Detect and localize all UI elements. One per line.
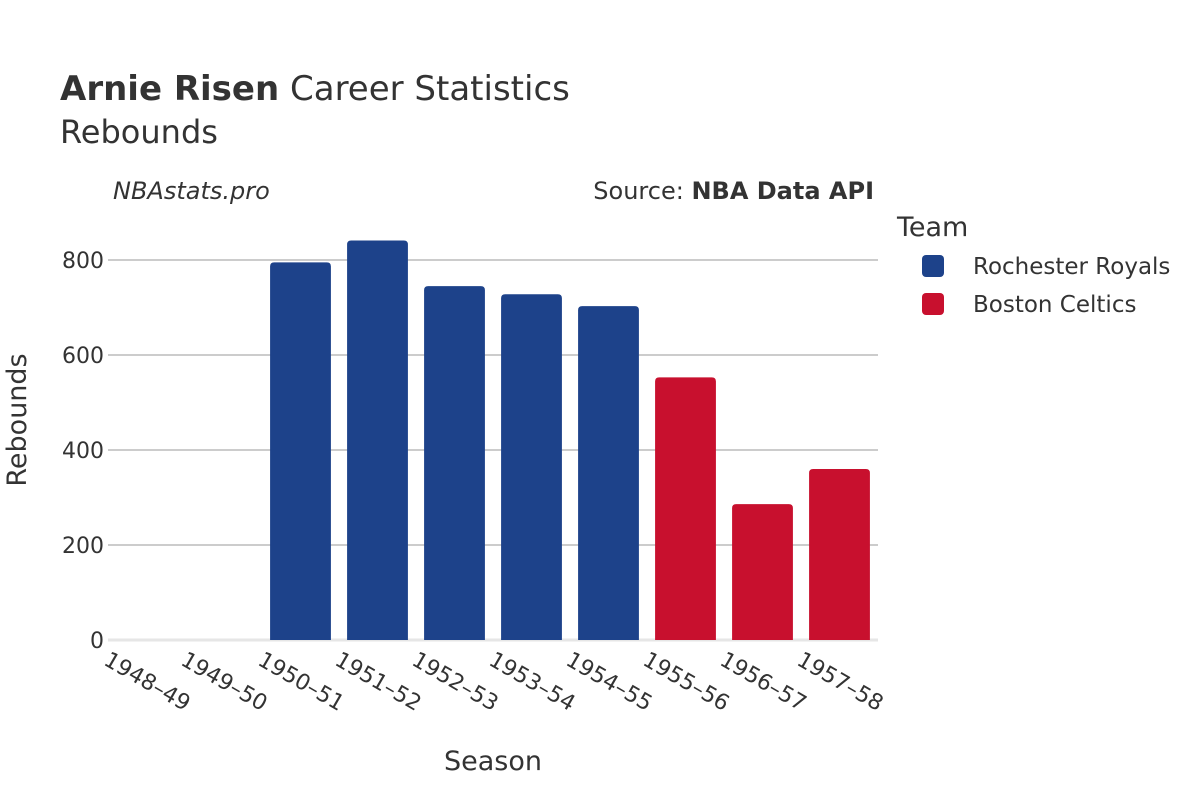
bar[interactable] <box>347 240 408 640</box>
bar[interactable] <box>809 469 870 640</box>
x-tick-label: 1949–50 <box>177 648 272 717</box>
legend: Team Rochester Royals Boston Celtics <box>896 212 1170 318</box>
x-tick-label: 1954–55 <box>562 648 657 717</box>
title-rest: Career Statistics <box>279 69 570 109</box>
bar[interactable] <box>424 286 485 640</box>
y-axis-label: Rebounds <box>2 353 33 486</box>
y-tick-label: 200 <box>62 534 104 559</box>
chart-title: Arnie Risen Career Statistics <box>60 69 570 109</box>
x-axis-label: Season <box>444 746 542 777</box>
bar[interactable] <box>655 377 716 640</box>
x-tick-label: 1948–49 <box>100 648 195 717</box>
y-tick-label: 600 <box>62 344 104 369</box>
legend-label[interactable]: Rochester Royals <box>973 254 1170 280</box>
x-tick-label: 1950–51 <box>254 648 349 717</box>
y-tick-label: 400 <box>62 439 104 464</box>
y-axis-ticks: 0 200 400 600 800 <box>62 249 104 654</box>
x-tick-label: 1952–53 <box>408 648 503 717</box>
legend-items: Rochester Royals Boston Celtics <box>922 254 1170 318</box>
x-tick-label: 1955–56 <box>639 648 734 717</box>
x-tick-label: 1956–57 <box>716 648 811 717</box>
legend-label[interactable]: Boston Celtics <box>973 292 1136 318</box>
source-name: NBA Data API <box>691 177 874 205</box>
legend-swatch <box>922 293 944 315</box>
bars <box>270 240 870 640</box>
bar[interactable] <box>501 294 562 640</box>
bar[interactable] <box>578 306 639 640</box>
y-tick-label: 0 <box>90 629 104 654</box>
legend-swatch <box>922 255 944 277</box>
x-tick-label: 1951–52 <box>331 648 426 717</box>
bar[interactable] <box>732 504 793 640</box>
y-tick-label: 800 <box>62 249 104 274</box>
title-player-name: Arnie Risen <box>60 69 279 109</box>
legend-title: Team <box>896 212 968 243</box>
x-axis-ticks: 1948–491949–501950–511951–521952–531953–… <box>100 648 888 717</box>
x-tick-label: 1953–54 <box>485 648 580 717</box>
bar[interactable] <box>270 262 331 640</box>
x-tick-label: 1957–58 <box>793 648 888 717</box>
source-prefix: Source: <box>593 177 691 205</box>
watermark-text: NBAstats.pro <box>113 177 270 205</box>
source-text: Source: NBA Data API <box>593 177 874 205</box>
chart-subtitle: Rebounds <box>60 113 218 151</box>
